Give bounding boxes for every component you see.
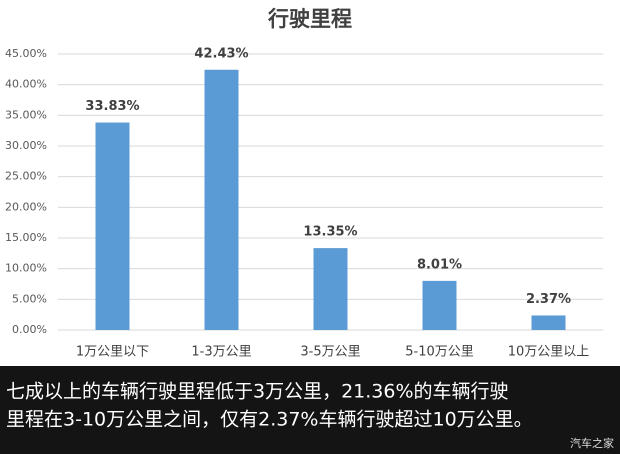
x-tick-label: 3-5万公里: [300, 345, 360, 360]
bar: [422, 280, 457, 330]
y-tick-label: 30.00%: [5, 139, 47, 152]
y-tick-label: 45.00%: [5, 47, 47, 60]
bar: [313, 248, 348, 330]
chart-background: [0, 0, 620, 366]
watermark: 汽车之家: [570, 436, 614, 450]
x-tick-label: 10万公里以上: [508, 345, 590, 360]
chart-title: 行驶里程: [267, 7, 352, 31]
caption-panel: [0, 366, 620, 454]
bar: [95, 122, 130, 330]
y-tick-label: 15.00%: [5, 231, 47, 244]
y-tick-label: 25.00%: [5, 170, 47, 183]
value-label: 42.43%: [194, 46, 248, 61]
y-tick-label: 10.00%: [5, 262, 47, 275]
bar: [204, 69, 239, 330]
value-label: 13.35%: [303, 225, 357, 240]
x-tick-label: 5-10万公里: [405, 345, 474, 360]
y-tick-label: 5.00%: [12, 292, 47, 305]
y-tick-label: 0.00%: [12, 323, 47, 336]
x-tick-label: 1-3万公里: [191, 345, 251, 360]
value-label: 33.83%: [85, 99, 139, 114]
caption-line: 里程在3-10万公里之间，仅有2.37%车辆行驶超过10万公里。: [6, 409, 533, 431]
y-tick-label: 40.00%: [5, 78, 47, 91]
value-label: 8.01%: [417, 257, 462, 272]
value-label: 2.37%: [526, 292, 571, 307]
caption-line: 七成以上的车辆行驶里程低于3万公里，21.36%的车辆行驶: [6, 381, 509, 403]
y-tick-label: 20.00%: [5, 200, 47, 213]
x-tick-label: 1万公里以下: [76, 345, 149, 360]
bar: [531, 315, 566, 330]
y-tick-label: 35.00%: [5, 108, 47, 121]
